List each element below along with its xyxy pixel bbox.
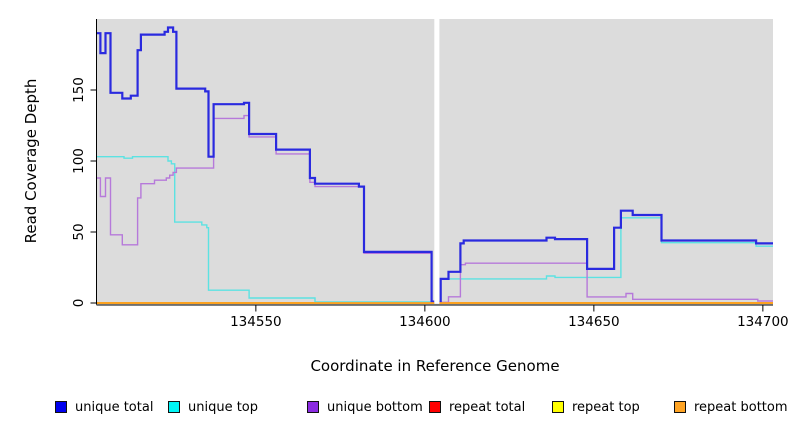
legend-label: unique total <box>75 399 154 415</box>
legend-label: unique top <box>188 399 259 415</box>
legend-swatch-icon <box>429 401 441 413</box>
series-unique-top <box>439 217 773 303</box>
legend-label: repeat bottom <box>694 399 788 415</box>
legend-item-unique-bottom: unique bottom <box>307 399 423 415</box>
y-tick-label-0: 0 <box>71 298 87 308</box>
legend-swatch-icon <box>552 401 564 413</box>
y-axis-title: Read Coverage Depth <box>22 78 40 244</box>
series-unique-total <box>97 26 435 303</box>
legend-item-unique-total: unique total <box>55 399 154 415</box>
x-tick-label-134600: 134600 <box>399 314 451 330</box>
legend-item-repeat-bottom: repeat bottom <box>674 399 788 415</box>
x-axis-title: Coordinate in Reference Genome <box>310 357 560 375</box>
series-unique-bottom <box>97 114 435 303</box>
legend-item-repeat-total: repeat total <box>429 399 526 415</box>
legend-label: repeat top <box>572 399 640 415</box>
legend-swatch-icon <box>55 401 67 413</box>
no-data-gap-band <box>434 19 440 304</box>
legend-item-unique-top: unique top <box>168 399 259 415</box>
y-tick-label-100: 100 <box>71 148 87 174</box>
legend-swatch-icon <box>307 401 319 413</box>
x-tick-label-134700: 134700 <box>737 314 789 330</box>
legend-swatch-icon <box>168 401 180 413</box>
legend-swatch-icon <box>674 401 686 413</box>
legend-item-repeat-top: repeat top <box>552 399 640 415</box>
series-unique-total <box>439 209 773 304</box>
series-unique-bottom <box>439 262 773 303</box>
y-tick-label-50: 50 <box>71 223 87 241</box>
legend-label: repeat total <box>449 399 526 415</box>
x-tick-label-134650: 134650 <box>568 314 620 330</box>
series-unique-top <box>97 156 435 303</box>
x-tick-label-134550: 134550 <box>230 314 282 330</box>
legend: unique total unique top unique bottom repea… <box>0 396 792 420</box>
y-tick-label-150: 150 <box>71 77 87 103</box>
legend-label: unique bottom <box>327 399 423 415</box>
